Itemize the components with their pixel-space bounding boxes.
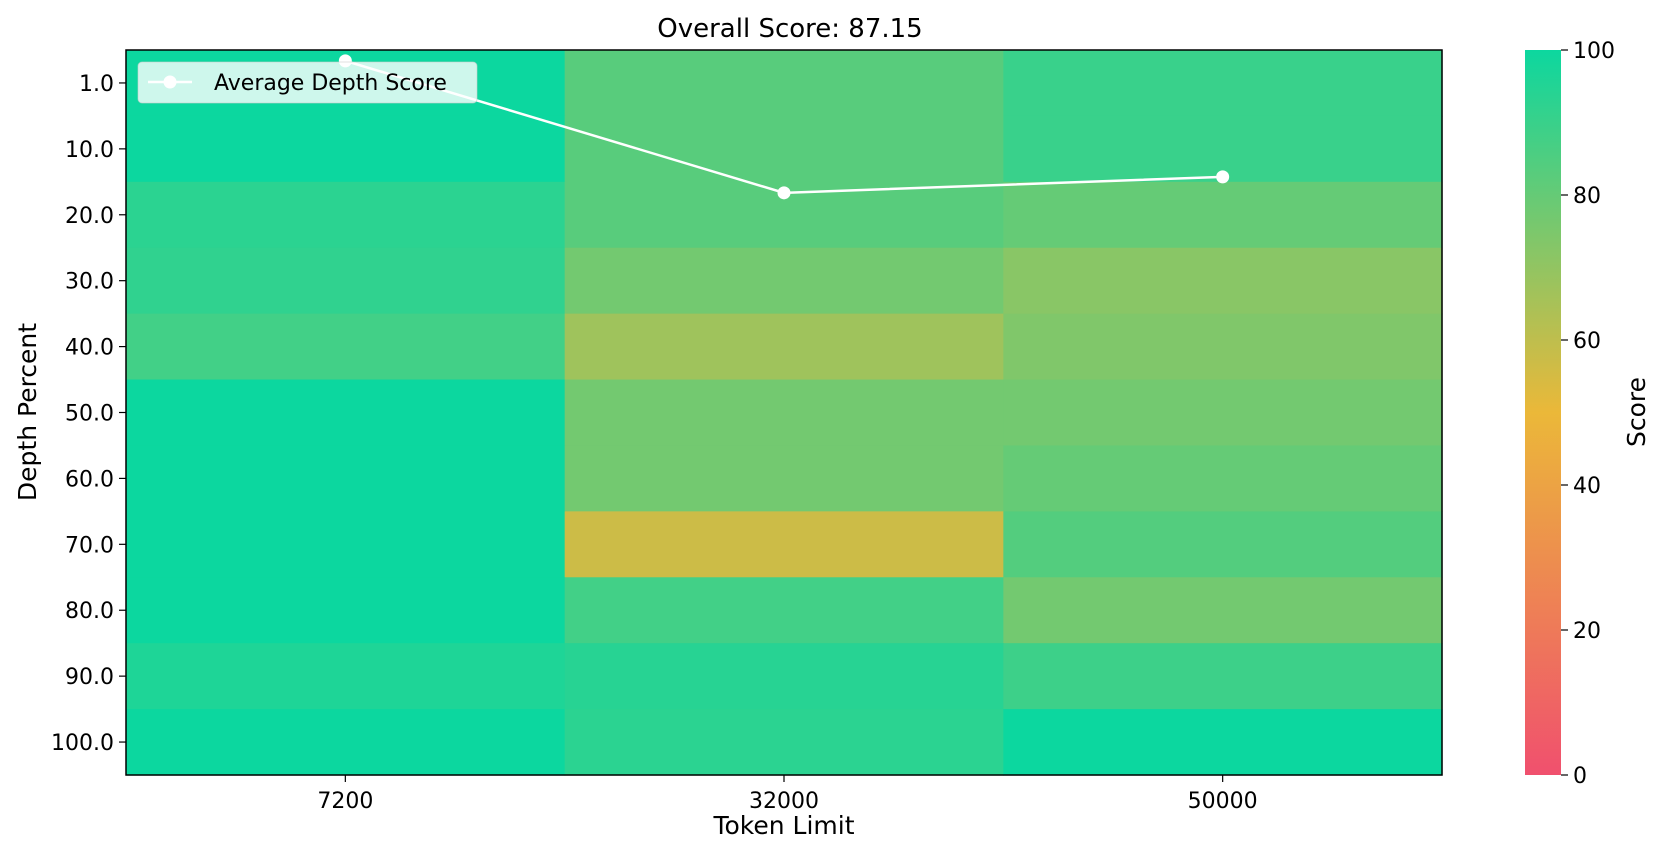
heatmap-cell bbox=[126, 577, 566, 644]
heatmap-cell bbox=[1003, 577, 1443, 644]
colorbar bbox=[1525, 50, 1561, 775]
y-tick-label: 50.0 bbox=[65, 402, 114, 427]
heatmap-cell bbox=[1003, 643, 1443, 710]
legend-label: Average Depth Score bbox=[214, 71, 447, 96]
heatmap-cell bbox=[126, 643, 566, 710]
y-tick-label: 80.0 bbox=[65, 599, 114, 624]
heatmap-cell bbox=[1003, 709, 1443, 776]
colorbar-tick-label: 40 bbox=[1573, 474, 1601, 499]
heatmap-cell bbox=[564, 115, 1004, 183]
y-tick-label: 60.0 bbox=[65, 467, 114, 492]
heatmap-cell bbox=[126, 709, 566, 776]
y-tick-label: 100.0 bbox=[51, 731, 114, 756]
heatmap-cell bbox=[1003, 445, 1443, 512]
heatmap-cell bbox=[126, 247, 566, 315]
y-tick-label: 40.0 bbox=[65, 336, 114, 361]
y-tick-label: 90.0 bbox=[65, 665, 114, 690]
heatmap-cell bbox=[1003, 50, 1443, 117]
y-tick-label: 20.0 bbox=[65, 204, 114, 229]
average-depth-score-point bbox=[1216, 170, 1230, 184]
colorbar-ticks: 0 20 40 60 80 100 bbox=[1561, 39, 1615, 789]
heatmap-cell bbox=[1003, 313, 1443, 381]
legend-point-marker bbox=[163, 75, 177, 89]
heatmap-cell bbox=[564, 50, 1004, 117]
heatmap-cell bbox=[564, 445, 1004, 512]
legend: Average Depth Score bbox=[137, 61, 478, 104]
y-tick-label: 30.0 bbox=[65, 270, 114, 295]
y-axis-ticks: 1.0 10.0 20.0 30.0 40.0 50.0 60.0 70.0 80.0 90.0 1… bbox=[51, 72, 126, 756]
heatmap-cell bbox=[126, 313, 566, 381]
heatmap-cell bbox=[126, 379, 566, 447]
heatmap-cell bbox=[564, 511, 1004, 578]
y-tick-label: 1.0 bbox=[79, 72, 114, 97]
average-depth-score-point bbox=[777, 186, 791, 200]
x-tick-label: 7200 bbox=[317, 789, 373, 814]
heatmap-cells bbox=[126, 50, 1443, 776]
x-tick-label: 50000 bbox=[1188, 789, 1258, 814]
colorbar-label: Score bbox=[1622, 377, 1651, 447]
heatmap-cell bbox=[564, 577, 1004, 644]
heatmap-cell bbox=[1003, 379, 1443, 447]
colorbar-tick-label: 60 bbox=[1573, 329, 1601, 354]
chart-title: Overall Score: 87.15 bbox=[657, 14, 922, 44]
heatmap-cell bbox=[126, 445, 566, 512]
legend-box bbox=[137, 61, 478, 104]
x-axis-ticks: 7200 32000 50000 bbox=[317, 775, 1258, 814]
heatmap-cell bbox=[126, 115, 566, 183]
heatmap-cell bbox=[126, 511, 566, 578]
heatmap-cell bbox=[564, 709, 1004, 776]
y-tick-label: 10.0 bbox=[65, 138, 114, 163]
y-axis-label: Depth Percent bbox=[13, 323, 42, 501]
heatmap-cell bbox=[564, 379, 1004, 447]
colorbar-tick-label: 0 bbox=[1573, 764, 1587, 789]
heatmap-cell bbox=[564, 247, 1004, 315]
y-tick-label: 70.0 bbox=[65, 533, 114, 558]
heatmap-cell bbox=[1003, 511, 1443, 578]
colorbar-tick-label: 100 bbox=[1573, 39, 1615, 64]
heatmap-cell bbox=[564, 313, 1004, 381]
x-axis-label: Token Limit bbox=[712, 811, 854, 840]
colorbar-tick-label: 80 bbox=[1573, 184, 1601, 209]
heatmap-cell bbox=[564, 643, 1004, 710]
heatmap-cell bbox=[1003, 247, 1443, 315]
heatmap-cell bbox=[126, 181, 566, 249]
heatmap-cell bbox=[1003, 181, 1443, 249]
colorbar-tick-label: 20 bbox=[1573, 619, 1601, 644]
x-tick-label: 32000 bbox=[749, 789, 819, 814]
